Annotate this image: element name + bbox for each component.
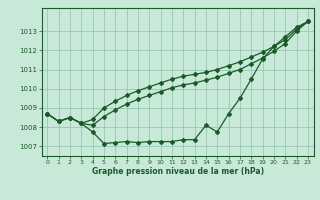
- X-axis label: Graphe pression niveau de la mer (hPa): Graphe pression niveau de la mer (hPa): [92, 167, 264, 176]
